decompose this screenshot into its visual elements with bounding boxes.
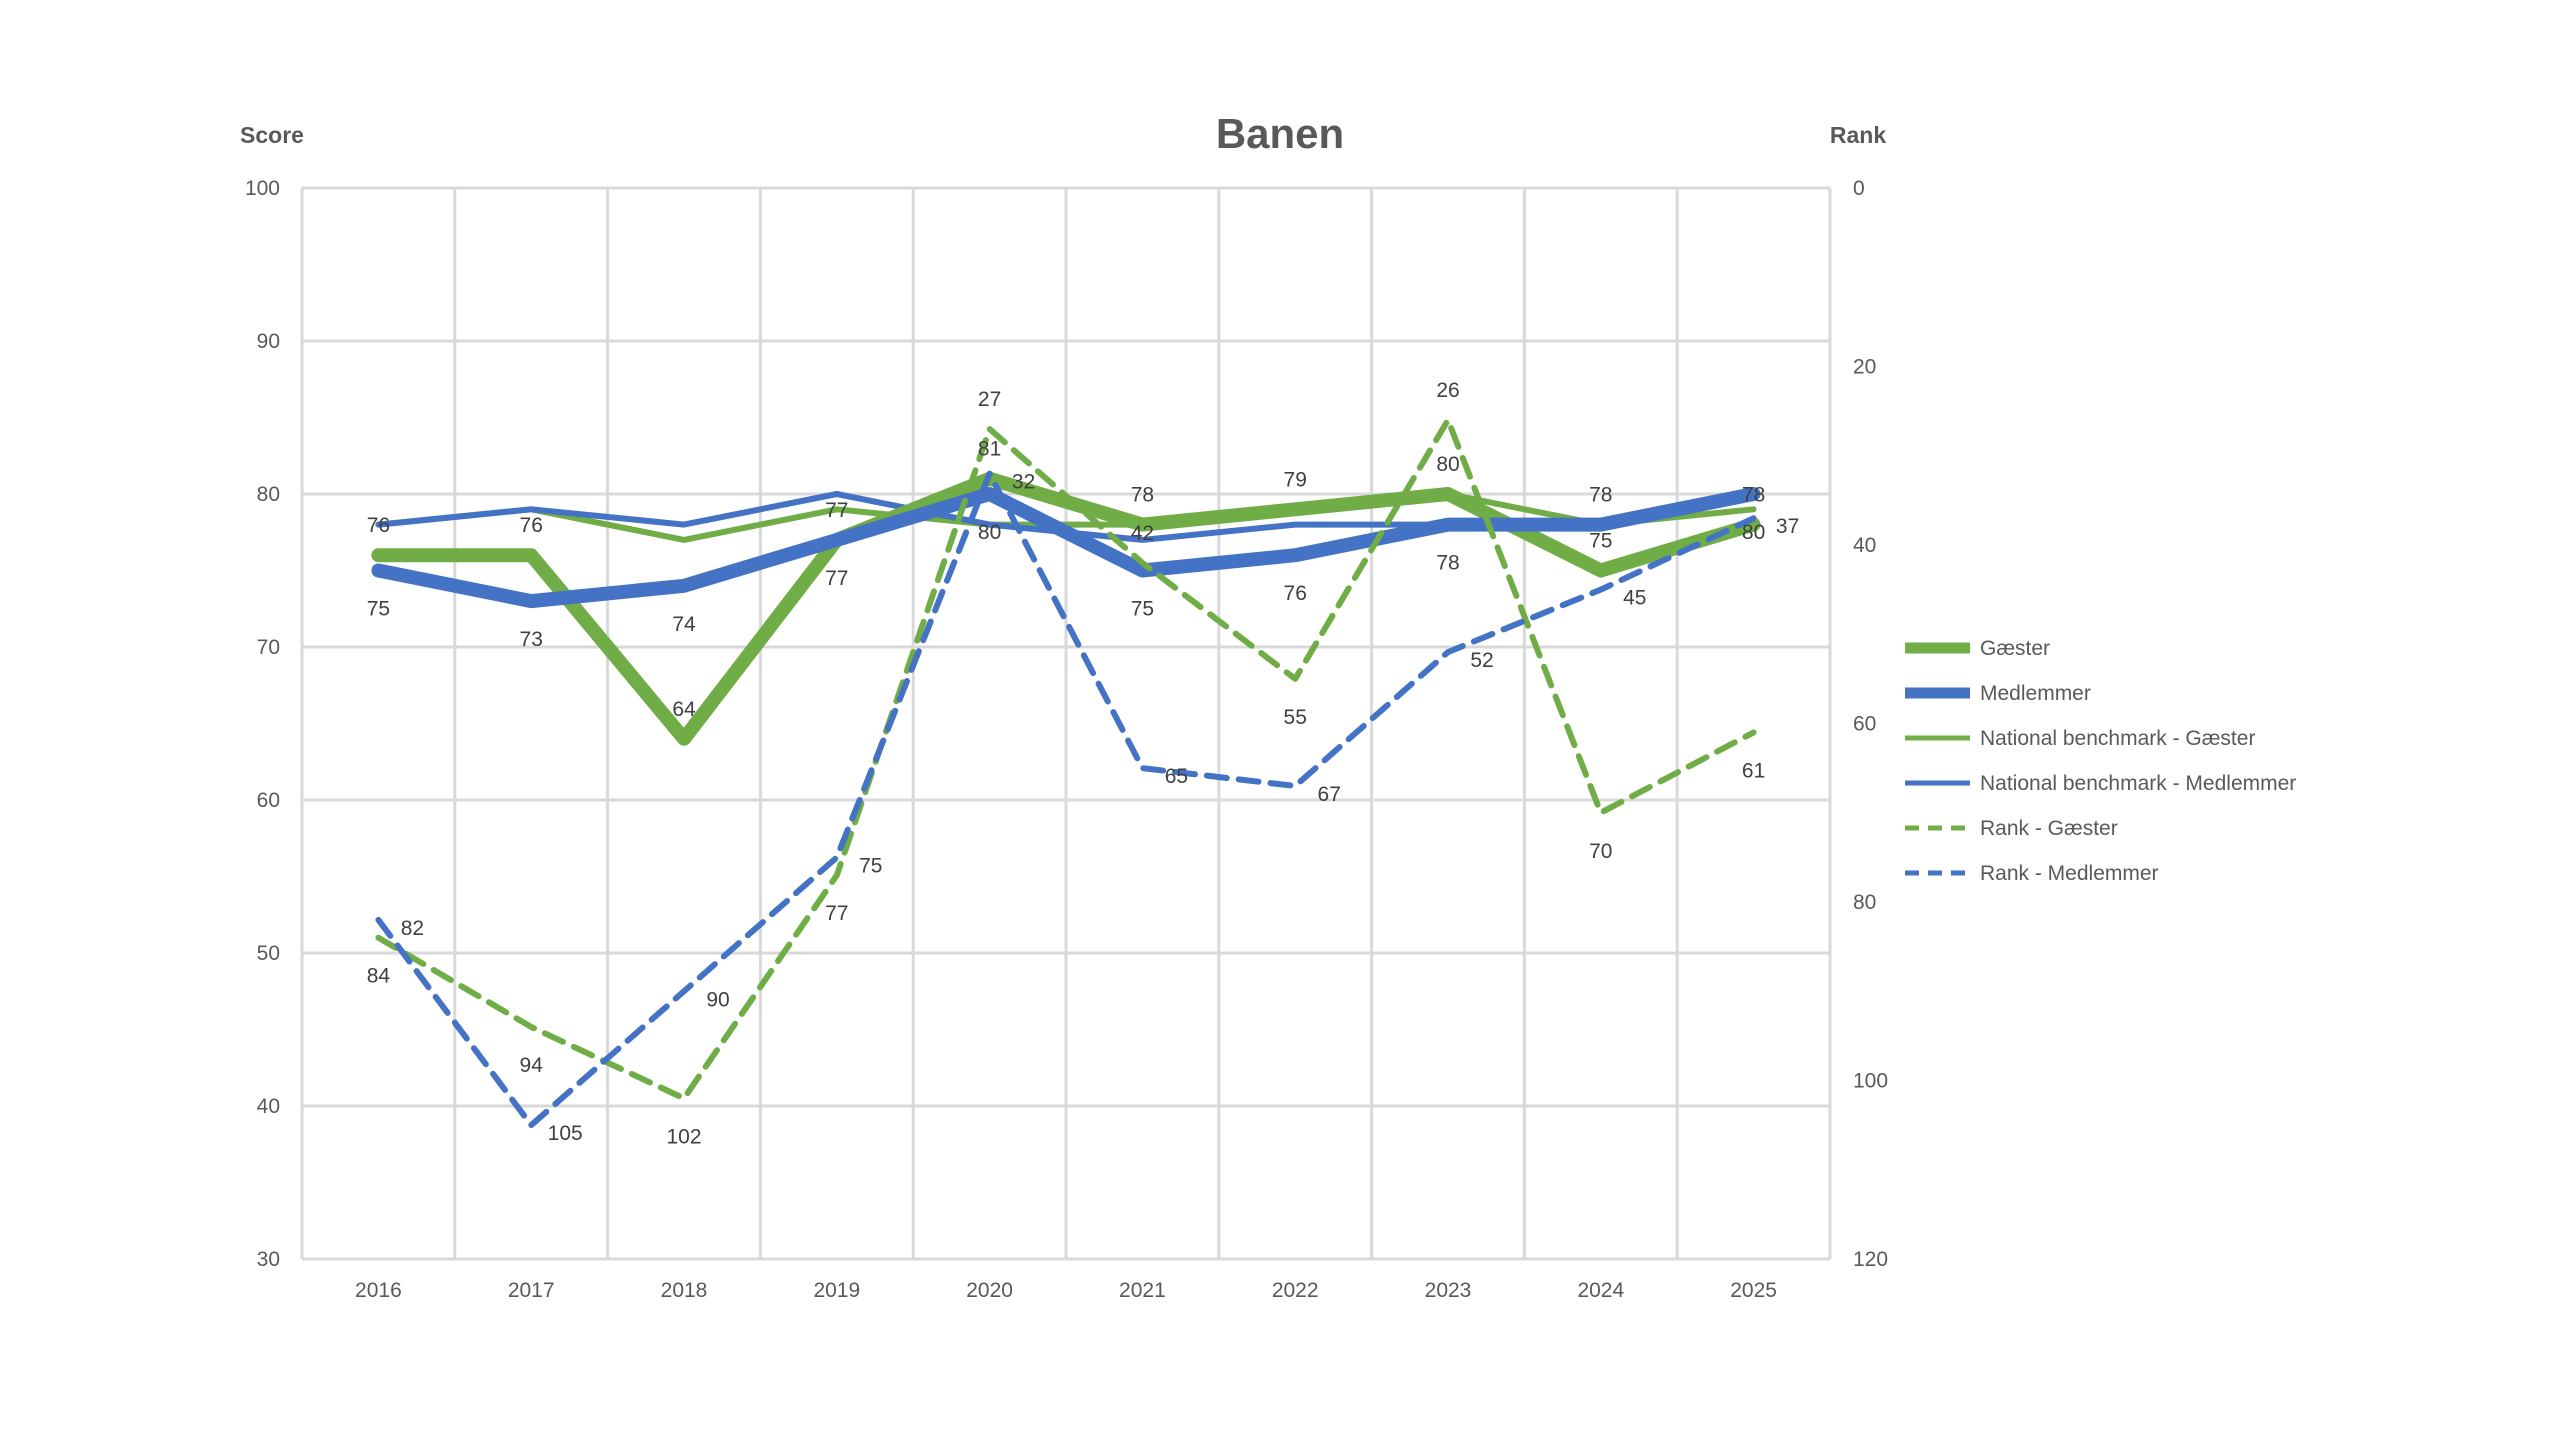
legend-label: National benchmark - Gæster xyxy=(1980,727,2255,750)
y-tick-label: 40 xyxy=(257,1095,280,1118)
data-label: 61 xyxy=(1742,759,1765,782)
data-label: 84 xyxy=(367,965,391,988)
data-label: 75 xyxy=(1589,530,1612,553)
y-tick-label: 100 xyxy=(245,177,280,200)
legend-label: Rank - Medlemmer xyxy=(1980,862,2159,885)
data-label: 52 xyxy=(1470,649,1493,672)
data-label: 79 xyxy=(1284,468,1307,491)
data-label: 102 xyxy=(666,1125,701,1148)
data-label: 65 xyxy=(1165,765,1188,788)
x-tick-label: 2019 xyxy=(813,1279,860,1302)
series-line-rank-medlemmer xyxy=(375,470,1757,1129)
y2-tick-label: 0 xyxy=(1853,177,1865,200)
x-tick-label: 2021 xyxy=(1119,1279,1166,1302)
data-label: 76 xyxy=(520,514,543,537)
legend-label: Medlemmer xyxy=(1980,682,2091,705)
legend-label: National benchmark - Medlemmer xyxy=(1980,772,2296,795)
y-axis-title: Score xyxy=(240,122,304,148)
data-label: 76 xyxy=(367,514,390,537)
data-label: 70 xyxy=(1589,840,1612,863)
data-label: 80 xyxy=(978,521,1001,544)
data-label: 32 xyxy=(1012,471,1035,494)
data-label: 105 xyxy=(548,1122,583,1145)
legend-label: Rank - Gæster xyxy=(1980,817,2118,840)
x-tick-label: 2017 xyxy=(508,1279,555,1302)
y-tick-label: 50 xyxy=(257,942,280,965)
y-tick-label: 60 xyxy=(257,789,280,812)
chart-title: Banen xyxy=(1216,110,1344,157)
y2-tick-label: 40 xyxy=(1853,534,1876,557)
data-label: 75 xyxy=(859,854,882,877)
x-tick-label: 2024 xyxy=(1577,1279,1624,1302)
data-label: 78 xyxy=(1131,484,1154,507)
data-label: 26 xyxy=(1436,379,1459,402)
y2-tick-label: 60 xyxy=(1853,713,1876,736)
y-tick-label: 80 xyxy=(257,483,280,506)
data-label: 94 xyxy=(520,1054,544,1077)
y-tick-label: 70 xyxy=(257,636,280,659)
data-label: 80 xyxy=(1742,521,1765,544)
data-label: 82 xyxy=(401,917,424,940)
series-lines xyxy=(371,417,1761,1129)
y-tick-label: 30 xyxy=(257,1248,280,1271)
y2-tick-label: 120 xyxy=(1853,1248,1888,1271)
data-label: 64 xyxy=(672,698,696,721)
data-label: 45 xyxy=(1623,587,1646,610)
y2-tick-label: 80 xyxy=(1853,891,1876,914)
legend-item: Rank - Medlemmer xyxy=(1905,862,2159,885)
series-line-medlemmer xyxy=(371,487,1761,609)
data-label: 78 xyxy=(1742,484,1765,507)
x-tick-label: 2020 xyxy=(966,1279,1013,1302)
x-tick-label: 2018 xyxy=(661,1279,708,1302)
legend: Gæster Medlemmer National benchmark - Gæst… xyxy=(1905,637,2296,885)
data-label: 37 xyxy=(1776,515,1799,538)
series-line-rank-gæster xyxy=(375,417,1757,1102)
gridlines xyxy=(300,186,1832,1261)
data-label: 77 xyxy=(825,902,848,925)
data-label: 78 xyxy=(1436,552,1459,575)
data-label: 90 xyxy=(706,988,729,1011)
axis-ticks: 30 40 50 60 70 80 90 100 0 20 40 60 80 100 120 2016 2017… xyxy=(245,177,1888,1302)
data-labels: 76 76 64 77 81 78 79 80 75 78 75 73 74 77 80 75 76 78 78 80… xyxy=(367,379,1800,1148)
data-label: 81 xyxy=(978,438,1001,461)
data-label: 75 xyxy=(367,598,390,621)
x-tick-label: 2025 xyxy=(1730,1279,1777,1302)
series-line-gæster xyxy=(371,471,1761,746)
data-label: 73 xyxy=(520,628,543,651)
x-tick-label: 2023 xyxy=(1425,1279,1472,1302)
data-label: 78 xyxy=(1589,484,1612,507)
data-label: 67 xyxy=(1318,783,1341,806)
x-tick-label: 2016 xyxy=(355,1279,402,1302)
legend-item: Rank - Gæster xyxy=(1905,817,2118,840)
legend-label: Gæster xyxy=(1980,637,2050,660)
x-tick-label: 2022 xyxy=(1272,1279,1319,1302)
legend-item: National benchmark - Medlemmer xyxy=(1905,772,2296,795)
y-tick-label: 90 xyxy=(257,330,280,353)
y2-tick-label: 100 xyxy=(1853,1070,1888,1093)
y2-tick-label: 20 xyxy=(1853,356,1876,379)
data-label: 80 xyxy=(1436,453,1459,476)
data-label: 27 xyxy=(978,388,1001,411)
data-label: 74 xyxy=(672,613,696,636)
legend-item: National benchmark - Gæster xyxy=(1905,727,2255,750)
data-label: 77 xyxy=(825,499,848,522)
data-label: 75 xyxy=(1131,598,1154,621)
data-label: 55 xyxy=(1284,706,1307,729)
data-label: 76 xyxy=(1284,582,1307,605)
data-label: 42 xyxy=(1131,522,1154,545)
legend-item: Gæster xyxy=(1905,637,2050,660)
y2-axis-title: Rank xyxy=(1830,122,1886,148)
data-label: 77 xyxy=(825,567,848,590)
legend-item: Medlemmer xyxy=(1905,682,2091,705)
